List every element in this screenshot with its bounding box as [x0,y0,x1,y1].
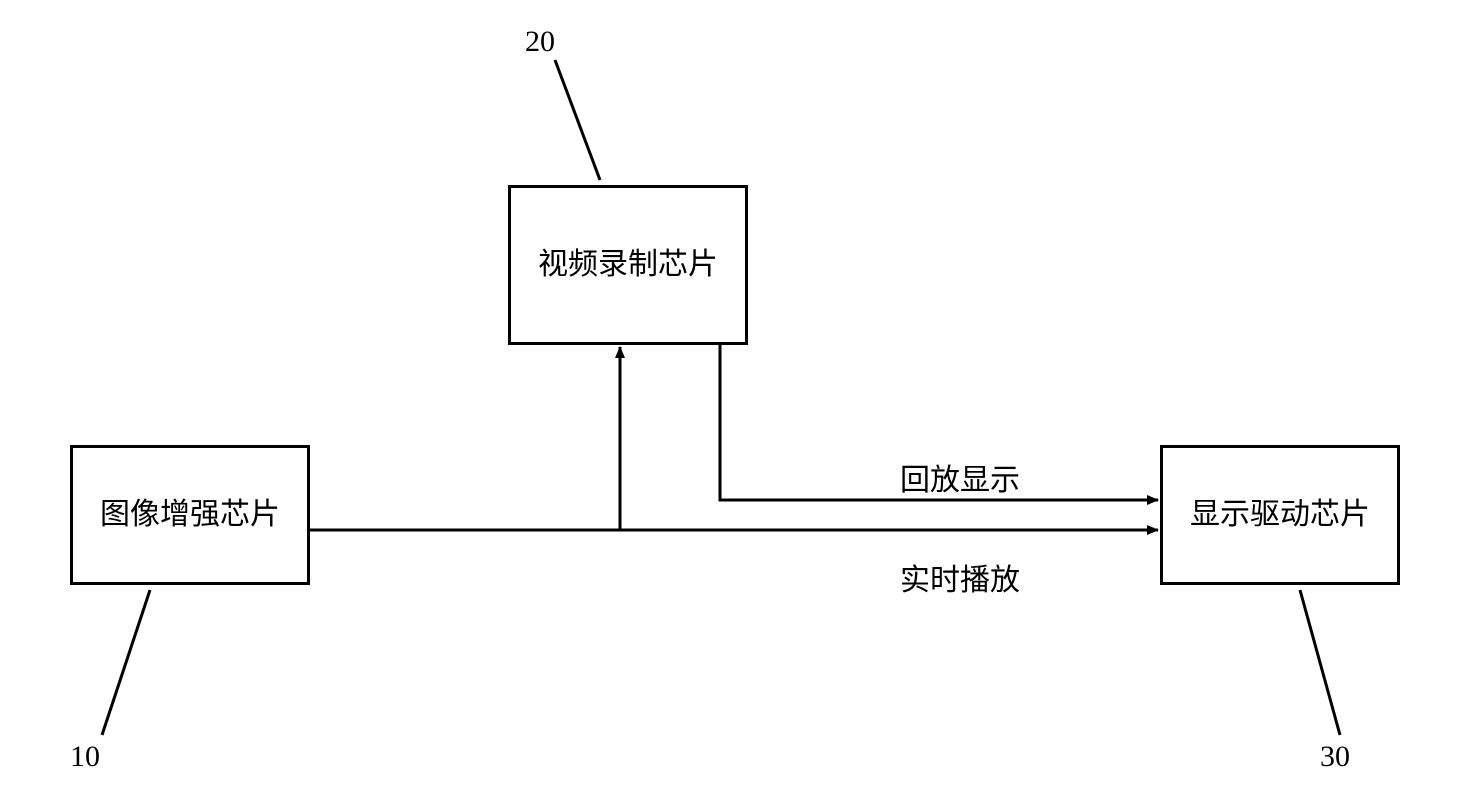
edges-svg [0,0,1476,792]
leader-30 [1300,590,1340,735]
node-label: 图像增强芯片 [100,494,280,536]
node-label: 视频录制芯片 [538,244,718,286]
leader-20 [555,60,600,180]
ref-label-30: 30 [1320,740,1350,774]
ref-label-10: 10 [70,740,100,774]
leader-10 [102,590,150,735]
node-video-record-chip: 视频录制芯片 [508,185,748,345]
ref-label-20: 20 [525,25,555,59]
edge-label-realtime: 实时播放 [900,555,1020,599]
edge-label-playback: 回放显示 [900,455,1020,499]
node-image-enhance-chip: 图像增强芯片 [70,445,310,585]
node-label: 显示驱动芯片 [1190,494,1370,536]
node-display-driver-chip: 显示驱动芯片 [1160,445,1400,585]
